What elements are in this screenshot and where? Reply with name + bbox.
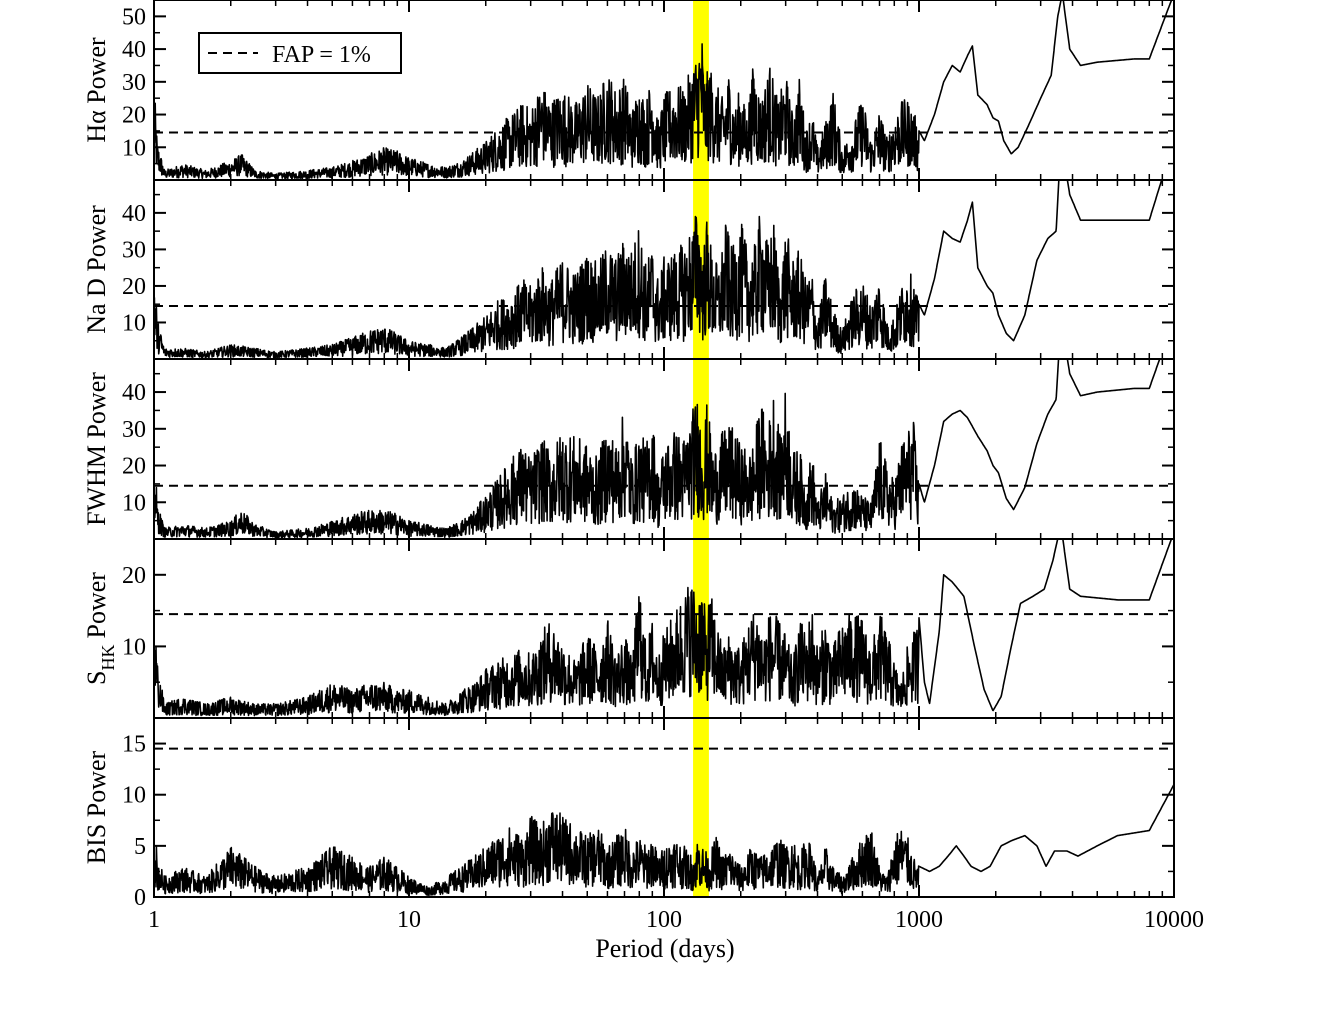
y-tick-label: 15 [122, 732, 146, 758]
y-tick-label: 20 [122, 274, 146, 300]
y-tick-label: 10 [122, 135, 146, 161]
x-axis-title: Period (days) [595, 934, 734, 963]
y-axis-title-suffix: Power [82, 572, 111, 639]
y-tick-label: 40 [122, 37, 146, 63]
legend: FAP = 1% [198, 32, 402, 74]
y-axis-title: BIS Power [82, 750, 111, 864]
y-tick-label: 30 [122, 70, 146, 96]
y-tick-label: 5 [134, 834, 146, 860]
y-tick-label: 10 [122, 310, 146, 336]
power-curve [154, 359, 1161, 539]
panel-frame [153, 538, 1175, 719]
y-tick-label: 50 [122, 4, 146, 30]
panel-3: 10 20 30 40 FWHM Power [82, 358, 1175, 540]
panel-4: 10 20 SHK Power [82, 538, 1175, 719]
y-axis-title: FWHM Power [82, 372, 111, 526]
panel-5: 0 5 10 15 BIS Power [82, 717, 1175, 911]
x-tick-label: 10 [397, 907, 421, 933]
y-tick-label: 20 [122, 563, 146, 589]
y-tick-label: 0 [134, 885, 146, 911]
y-axis-title-main: S [82, 670, 111, 684]
power-curve [154, 180, 1163, 359]
panel-1: 10 20 30 40 50 Hα Power [82, 0, 1175, 181]
y-axis-title: Na D Power [82, 205, 111, 334]
y-tick-label: 40 [122, 380, 146, 406]
y-tick-label: 20 [122, 454, 146, 480]
x-tick-label: 100 [646, 907, 682, 933]
panel-2: 10 20 30 40 Na D Power [82, 179, 1175, 360]
y-tick-label: 30 [122, 417, 146, 443]
x-tick-label: 1000 [895, 907, 943, 933]
y-tick-label: 30 [122, 237, 146, 263]
y-axis-title-subscript: HK [98, 644, 118, 670]
y-axis-title: SHK Power [82, 572, 118, 685]
x-tick-label: 1 [148, 907, 160, 933]
x-axis: 1 10 100 1000 10000 [148, 907, 1204, 933]
panel-frame [153, 358, 1175, 540]
y-tick-label: 10 [122, 783, 146, 809]
legend-fap-label: FAP = 1% [272, 42, 371, 68]
y-tick-label: 40 [122, 201, 146, 227]
y-tick-label: 10 [122, 634, 146, 660]
power-curve [154, 539, 1173, 717]
legend-box [198, 32, 402, 74]
power-curve [154, 784, 1174, 897]
x-tick-label: 10000 [1144, 907, 1204, 933]
power-curve [154, 0, 1173, 180]
y-tick-label: 20 [122, 103, 146, 129]
y-tick-label: 10 [122, 490, 146, 516]
y-axis-title: Hα Power [82, 37, 111, 143]
